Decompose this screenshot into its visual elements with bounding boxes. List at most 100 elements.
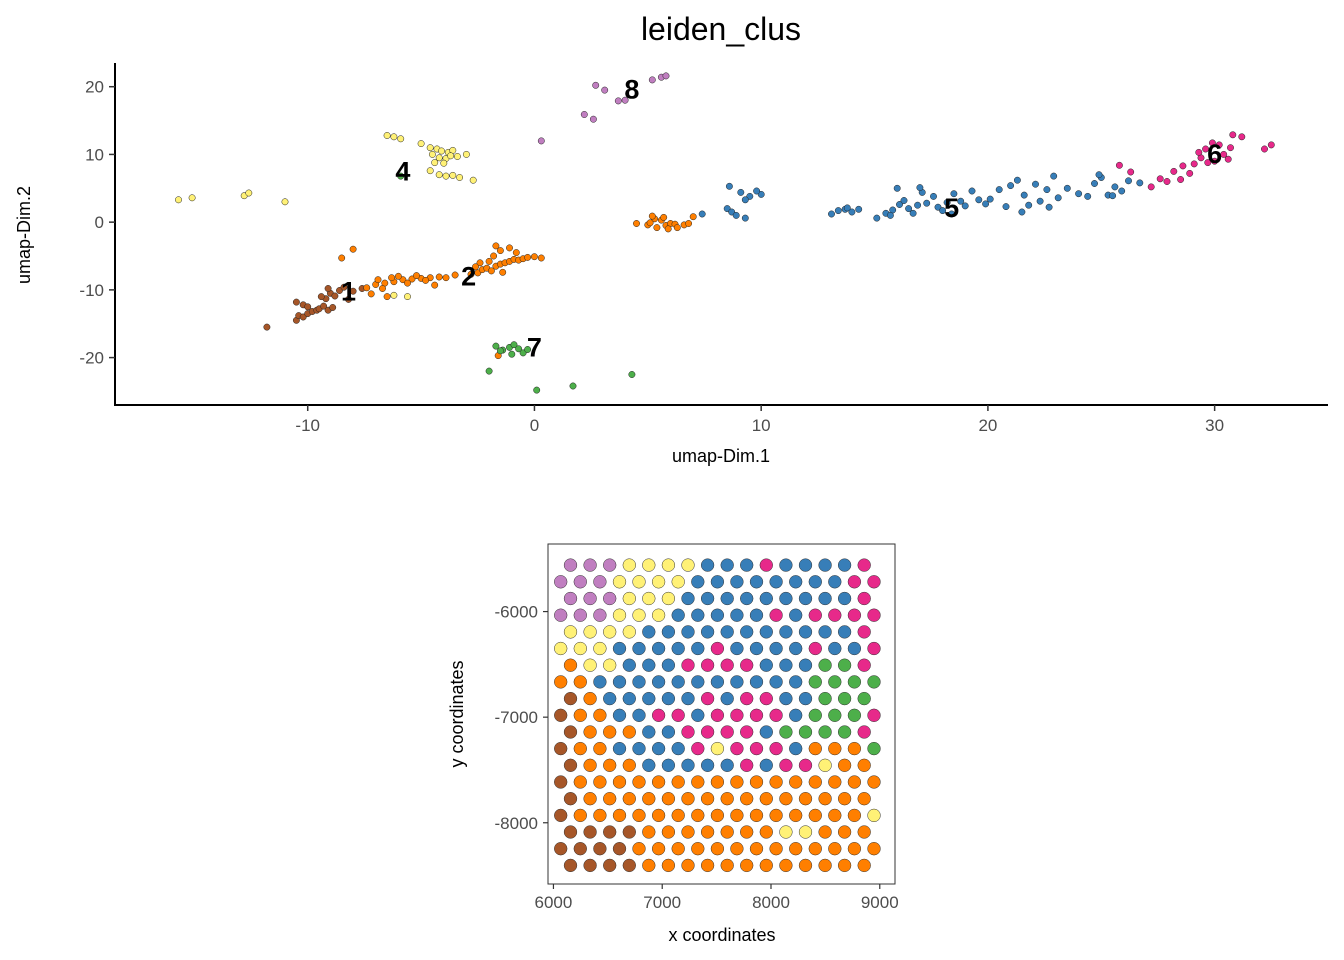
- spot-cluster-2: [808, 775, 822, 789]
- spot-cluster-2: [857, 792, 871, 806]
- umap-point-cluster-5: [753, 187, 761, 195]
- spot-cluster-7: [837, 658, 852, 672]
- umap-point-cluster-6: [1229, 131, 1237, 139]
- umap-point-cluster-1: [263, 323, 271, 331]
- spot-cluster-5: [837, 558, 852, 572]
- spot-cluster-5: [789, 608, 803, 622]
- spatial-scatter-panel: 6000 7000 8000 9000 -8000 -7000 -6000 x coord…: [447, 543, 899, 945]
- spot-cluster-8: [573, 608, 587, 622]
- umap-point-cluster-4: [397, 135, 405, 143]
- spot-cluster-2: [573, 808, 587, 823]
- spot-cluster-5: [759, 758, 773, 772]
- spot-cluster-7: [808, 675, 822, 689]
- umap-cluster-labels: 1 2 4 5 6 7 8: [341, 75, 1222, 363]
- spot-cluster-2: [554, 675, 568, 689]
- spot-cluster-2: [671, 775, 685, 789]
- umap-point-cluster-5: [934, 203, 942, 211]
- spot-cluster-1: [593, 842, 607, 856]
- umap-point-cluster-7: [496, 347, 504, 355]
- spot-cluster-4: [612, 608, 627, 622]
- spot-cluster-5: [642, 758, 656, 772]
- spot-cluster-5: [759, 658, 773, 672]
- umap-points: [175, 72, 1275, 394]
- umap-point-cluster-6: [1195, 148, 1203, 156]
- cluster-label-2: 2: [461, 262, 476, 292]
- spot-cluster-5: [642, 691, 656, 706]
- spot-cluster-5: [642, 625, 656, 639]
- spot-cluster-2: [789, 842, 803, 856]
- umap-point-cluster-5: [1054, 194, 1062, 202]
- spot-cluster-2: [603, 792, 617, 806]
- umap-point-cluster-5: [961, 202, 969, 210]
- spot-cluster-1: [622, 858, 636, 873]
- spot-cluster-6: [798, 758, 813, 772]
- spot-cluster-5: [740, 591, 754, 606]
- umap-point-cluster-2: [490, 252, 498, 260]
- cluster-label-7: 7: [527, 333, 542, 363]
- spot-cluster-2: [847, 808, 862, 823]
- spot-cluster-5: [828, 641, 842, 656]
- spot-cluster-5: [749, 675, 764, 689]
- spot-cluster-5: [661, 625, 676, 639]
- spot-cluster-2: [710, 775, 725, 789]
- spot-cluster-5: [798, 558, 813, 572]
- spot-cluster-2: [730, 808, 744, 823]
- spot-cluster-4: [661, 591, 676, 606]
- spot-cluster-1: [583, 858, 597, 873]
- umap-y-axis-title: umap-Dim.2: [14, 186, 34, 284]
- spot-cluster-5: [730, 608, 744, 622]
- umap-point-cluster-2: [349, 245, 357, 253]
- umap-point-cluster-5: [855, 205, 863, 213]
- umap-point-cluster-5: [1091, 180, 1098, 187]
- spatial-y-ticks: -8000 -7000 -6000: [495, 603, 548, 833]
- spot-cluster-5: [740, 625, 754, 639]
- umap-point-cluster-2: [413, 272, 420, 280]
- spot-cluster-2: [769, 775, 783, 789]
- spot-cluster-5: [642, 725, 656, 739]
- spot-cluster-5: [681, 625, 695, 639]
- spot-cluster-8: [554, 608, 568, 622]
- spot-cluster-5: [759, 625, 773, 639]
- spatial-x-axis-title: x coordinates: [668, 925, 775, 945]
- spot-cluster-4: [554, 641, 568, 656]
- spot-cluster-7: [818, 725, 832, 739]
- spot-cluster-2: [642, 825, 656, 839]
- umap-point-cluster-6: [1261, 145, 1268, 153]
- spot-cluster-5: [818, 558, 832, 572]
- spot-cluster-5: [720, 625, 734, 639]
- spot-cluster-5: [847, 641, 862, 656]
- spot-cluster-2: [837, 792, 852, 806]
- spot-cluster-5: [828, 575, 842, 589]
- umap-point-cluster-2: [496, 247, 504, 255]
- spot-cluster-2: [681, 825, 695, 839]
- umap-point-cluster-1: [331, 292, 339, 300]
- spot-cluster-2: [593, 708, 607, 722]
- spot-cluster-2: [779, 792, 793, 806]
- spatial-x-ticks: 6000 7000 8000 9000: [535, 884, 899, 912]
- spot-cluster-5: [632, 641, 646, 656]
- umap-point-cluster-2: [653, 224, 661, 232]
- umap-point-cluster-5: [1095, 171, 1103, 179]
- spot-cluster-5: [769, 641, 783, 656]
- spot-cluster-7: [867, 675, 881, 689]
- spot-cluster-7: [857, 691, 871, 706]
- spot-cluster-1: [563, 758, 578, 772]
- spot-cluster-6: [740, 691, 754, 706]
- spot-cluster-6: [867, 708, 881, 722]
- umap-point-cluster-2: [422, 276, 430, 284]
- umap-point-cluster-2: [472, 263, 479, 271]
- umap-y-tick-label: 0: [95, 213, 104, 232]
- umap-point-cluster-6: [1202, 145, 1210, 153]
- umap-point-cluster-8: [614, 97, 622, 105]
- spot-cluster-6: [847, 608, 862, 622]
- umap-point-cluster-2: [476, 259, 484, 267]
- spot-cluster-2: [828, 842, 842, 856]
- umap-point-cluster-4: [462, 150, 470, 158]
- umap-point-cluster-4: [428, 150, 436, 158]
- spot-cluster-6: [867, 641, 881, 656]
- umap-point-cluster-4: [442, 172, 450, 180]
- spot-cluster-4: [622, 591, 636, 606]
- umap-point-cluster-5: [950, 190, 958, 198]
- spot-cluster-6: [720, 725, 734, 739]
- spot-cluster-8: [593, 608, 607, 622]
